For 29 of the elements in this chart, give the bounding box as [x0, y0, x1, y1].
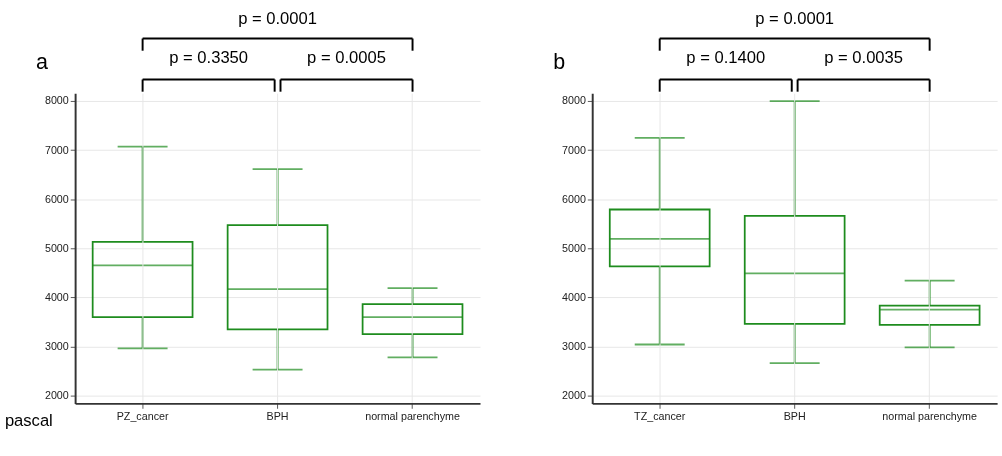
- y-tick-label: 5000: [44, 241, 69, 254]
- y-tick-label: 6000: [562, 192, 586, 205]
- x-tick-label: PZ_cancer: [116, 409, 169, 422]
- chart-title: a: [36, 49, 49, 74]
- y-tick-label: 4000: [44, 290, 69, 303]
- y-tick-label: 8000: [562, 94, 586, 107]
- y-tick-label: 6000: [44, 192, 69, 205]
- chart-title: b: [553, 49, 566, 74]
- x-tick-label: BPH: [266, 409, 289, 422]
- y-tick-label: 7000: [44, 143, 69, 156]
- text: p = 0.0035: [824, 47, 904, 67]
- text: pascal: [4, 410, 53, 430]
- y-tick-label: 3000: [562, 339, 586, 352]
- y-tick-label: 2000: [562, 388, 586, 401]
- text: p = 0.0005: [307, 47, 386, 67]
- x-tick-label: normal parenchyme: [365, 409, 460, 422]
- y-tick-label: 5000: [562, 241, 586, 254]
- y-tick-label: 4000: [562, 290, 586, 303]
- text: p = 0.0001: [238, 8, 317, 28]
- y-tick-label: 2000: [44, 388, 69, 401]
- y-tick-label: 3000: [44, 339, 69, 352]
- text: p = 0.3350: [169, 47, 249, 67]
- text: p = 0.0001: [755, 8, 835, 28]
- y-tick-label: 8000: [44, 94, 69, 107]
- x-tick-label: normal parenchyme: [882, 409, 978, 422]
- text: p = 0.1400: [686, 47, 766, 67]
- x-tick-label: TZ_cancer: [634, 409, 686, 422]
- x-tick-label: BPH: [783, 409, 806, 422]
- y-tick-label: 7000: [562, 143, 586, 156]
